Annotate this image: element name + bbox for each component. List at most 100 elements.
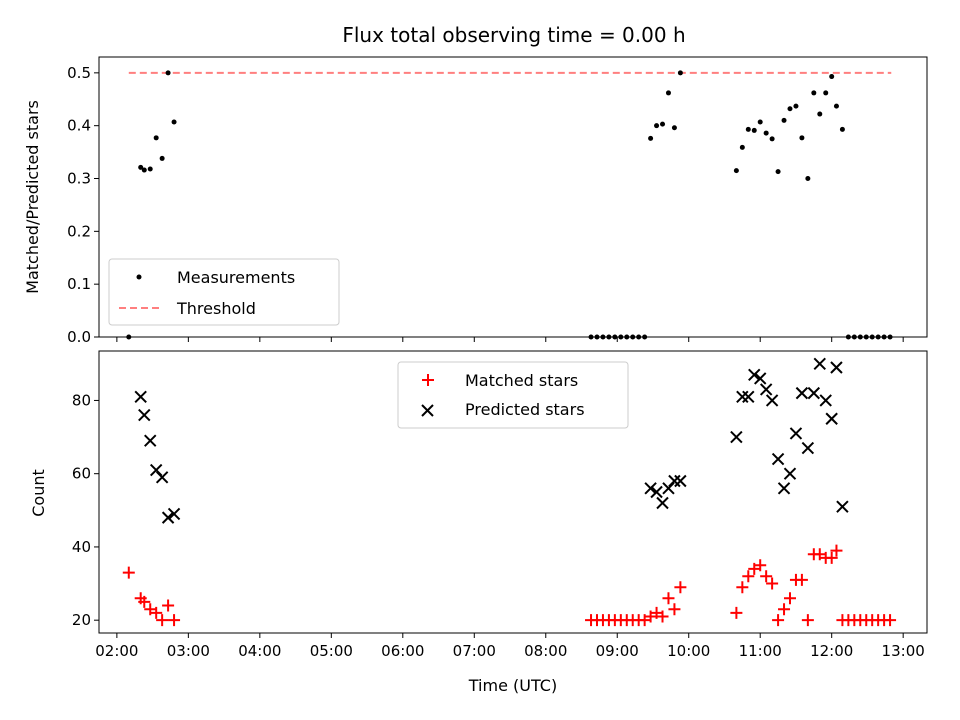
predicted-stars-point [777,482,791,495]
measurements-point [799,135,805,141]
x-tick-label: 04:00 [238,642,281,660]
predicted-stars-point [771,452,785,466]
bottom-y-tick-label: 20 [72,611,91,629]
legend-threshold-label: Threshold [176,299,256,318]
bottom-y-tick-label: 80 [72,391,91,409]
matched-stars-point [150,606,163,619]
predicted-stars-point [656,496,669,510]
x-tick-label: 13:00 [882,642,925,660]
top-y-tick-label: 0.2 [67,222,91,240]
measurements-point [159,155,165,161]
top-panel-marks: 0.0 0.1 0.2 0.3 0.4 0.5 [67,64,904,346]
matched-stars-point [825,551,838,564]
matched-stars-point [884,614,897,627]
measurements-point [677,70,683,76]
matched-stars-point [662,592,675,605]
x-tick-label: 12:00 [810,642,853,660]
matched-stars-point [668,603,681,616]
predicted-stars-point [730,430,743,444]
top-legend: Measurements Threshold [108,258,340,326]
predicted-stars-point [789,427,803,440]
predicted-stars-point [765,394,779,407]
top-panel: 0.0 0.1 0.2 0.3 0.4 0.5 Matched/Predicted sta… [23,56,928,346]
matched-stars-point [830,544,843,557]
matched-stars-point [162,599,175,612]
measurements-point [823,90,829,96]
x-tick-label: 11:00 [739,642,782,660]
predicted-stars-point [825,412,838,425]
predicted-stars-point [819,394,832,407]
predicted-stars-point [155,471,169,484]
measurements-point [811,90,817,96]
predicted-stars-point [807,386,821,400]
predicted-stars-point [674,474,687,488]
predicted-stars-point [795,386,809,400]
measurements-point [171,119,177,125]
bottom-legend-box [397,361,629,429]
top-legend-box [108,258,340,326]
matched-stars-point [156,614,169,627]
measurements-point [745,126,751,132]
x-tick-label: 08:00 [524,642,567,660]
measurements-point [769,136,775,142]
measurements-point [739,144,745,150]
measurements-point [839,126,845,132]
measurements-point [793,103,799,109]
measurements-point [665,90,671,96]
predicted-stars-point [754,372,767,385]
matched-stars-point [656,610,669,623]
legend-measurements-marker [136,274,142,280]
top-y-axis-label: Matched/Predicted stars [23,100,42,294]
predicted-stars-point [650,485,663,499]
predicted-stars-point [742,390,755,403]
predicted-stars-point [783,467,797,480]
legend-measurements-label: Measurements [177,268,295,287]
legend-matched-label: Matched stars [465,371,578,390]
measurements-point [648,135,654,141]
measurements-point [153,135,159,141]
matched-stars-point [801,614,814,627]
measurements-point [660,121,666,127]
predicted-stars-point [830,361,843,374]
x-tick-label: 10:00 [667,642,710,660]
predicted-stars-point [138,408,151,422]
predicted-stars-point [801,441,815,455]
top-y-tick-label: 0.4 [67,117,91,135]
predicted-stars-point [644,482,657,495]
measurements-point [817,111,823,117]
matched-stars-point [736,581,749,594]
top-y-tick-label: 0.5 [67,64,91,82]
matched-stars-point [168,614,181,627]
predicted-stars-point [134,390,147,403]
measurements-point [775,169,781,175]
predicted-stars-point [759,383,773,396]
measurements-point [833,103,839,109]
matched-stars-point [766,577,779,590]
measurements-point [654,123,660,129]
x-tick-label: 07:00 [453,642,496,660]
legend-matched-marker [422,374,434,386]
matched-stars-point [795,573,808,586]
top-y-tick-label: 0.3 [67,170,91,188]
x-tick-label: 06:00 [381,642,424,660]
matched-stars-point [754,559,767,572]
matched-stars-point [772,614,785,627]
measurements-point [805,176,811,182]
predicted-stars-point [144,434,157,447]
measurements-point [733,168,739,174]
measurements-point [829,74,835,80]
legend-predicted-label: Predicted stars [465,400,585,419]
measurements-point [147,166,153,172]
matched-stars-point [742,570,755,583]
matched-stars-point [138,595,151,608]
top-y-tick-label: 0.1 [67,275,91,293]
chart-title: Flux total observing time = 0.00 h [342,23,685,47]
predicted-stars-point [813,357,826,371]
x-axis-label: Time (UTC) [468,676,557,695]
measurements-point [141,167,147,173]
matched-stars-point [674,581,687,594]
legend-predicted-marker [421,404,434,417]
x-tick-label: 03:00 [167,642,210,660]
